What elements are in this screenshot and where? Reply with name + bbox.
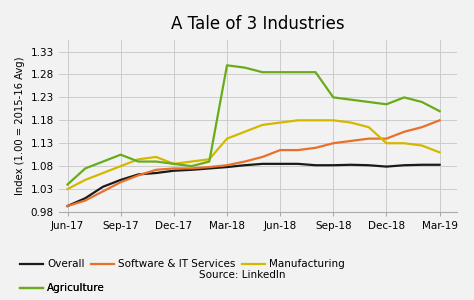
Software & IT Services (348, 139, 354, 143)
Manufacturing (189, 160, 194, 164)
Agriculture (260, 70, 265, 74)
Y-axis label: Index (1.00 = 2015-16 Avg): Index (1.00 = 2015-16 Avg) (15, 57, 25, 195)
Overall (64, 204, 70, 208)
Manufacturing (313, 118, 319, 122)
Software & IT Services (313, 146, 319, 150)
Software & IT Services (437, 118, 442, 122)
Text: Source: LinkedIn: Source: LinkedIn (199, 269, 285, 280)
Manufacturing (366, 125, 372, 129)
Agriculture (295, 70, 301, 74)
Overall (118, 178, 124, 182)
Overall (419, 163, 425, 166)
Manufacturing (207, 158, 212, 161)
Agriculture (100, 160, 106, 164)
Overall (383, 165, 389, 168)
Overall (242, 164, 247, 167)
Manufacturing (82, 178, 88, 182)
Software & IT Services (189, 167, 194, 170)
Software & IT Services (171, 167, 177, 170)
Software & IT Services (207, 165, 212, 169)
Manufacturing (348, 121, 354, 124)
Overall (189, 168, 194, 172)
Manufacturing (401, 141, 407, 145)
Software & IT Services (153, 168, 159, 172)
Manufacturing (295, 118, 301, 122)
Overall (82, 196, 88, 200)
Manufacturing (118, 164, 124, 168)
Overall (136, 172, 141, 176)
Software & IT Services (224, 164, 230, 167)
Line: Manufacturing: Manufacturing (67, 120, 439, 189)
Software & IT Services (419, 125, 425, 129)
Overall (153, 171, 159, 175)
Agriculture (330, 96, 336, 99)
Agriculture (224, 64, 230, 67)
Agriculture (401, 96, 407, 99)
Agriculture (313, 70, 319, 74)
Manufacturing (64, 187, 70, 191)
Overall (401, 164, 407, 167)
Agriculture (419, 100, 425, 104)
Agriculture (171, 162, 177, 166)
Manufacturing (437, 151, 442, 154)
Overall (100, 185, 106, 189)
Agriculture (136, 160, 141, 164)
Software & IT Services (118, 180, 124, 184)
Line: Software & IT Services: Software & IT Services (67, 120, 439, 206)
Manufacturing (171, 162, 177, 166)
Legend: Agriculture: Agriculture (16, 279, 109, 297)
Software & IT Services (401, 130, 407, 134)
Manufacturing (260, 123, 265, 127)
Overall (207, 167, 212, 170)
Overall (330, 164, 336, 167)
Agriculture (383, 103, 389, 106)
Line: Agriculture: Agriculture (67, 65, 439, 184)
Software & IT Services (383, 137, 389, 140)
Software & IT Services (330, 141, 336, 145)
Software & IT Services (100, 190, 106, 193)
Agriculture (64, 183, 70, 186)
Overall (295, 162, 301, 166)
Agriculture (207, 160, 212, 164)
Software & IT Services (242, 160, 247, 164)
Software & IT Services (295, 148, 301, 152)
Overall (313, 164, 319, 167)
Agriculture (437, 109, 442, 113)
Software & IT Services (366, 137, 372, 140)
Software & IT Services (277, 148, 283, 152)
Overall (171, 169, 177, 172)
Software & IT Services (64, 204, 70, 208)
Overall (224, 165, 230, 169)
Overall (366, 164, 372, 167)
Manufacturing (100, 171, 106, 175)
Overall (348, 163, 354, 166)
Software & IT Services (260, 155, 265, 159)
Overall (260, 162, 265, 166)
Software & IT Services (82, 199, 88, 202)
Manufacturing (242, 130, 247, 134)
Manufacturing (277, 121, 283, 124)
Manufacturing (383, 141, 389, 145)
Manufacturing (153, 155, 159, 159)
Manufacturing (330, 118, 336, 122)
Manufacturing (419, 144, 425, 147)
Line: Overall: Overall (67, 164, 439, 206)
Overall (437, 163, 442, 166)
Agriculture (189, 164, 194, 168)
Title: A Tale of 3 Industries: A Tale of 3 Industries (171, 15, 345, 33)
Overall (277, 162, 283, 166)
Agriculture (277, 70, 283, 74)
Agriculture (348, 98, 354, 101)
Manufacturing (224, 137, 230, 140)
Manufacturing (136, 158, 141, 161)
Agriculture (118, 153, 124, 157)
Agriculture (82, 167, 88, 170)
Agriculture (242, 66, 247, 69)
Software & IT Services (136, 173, 141, 177)
Agriculture (366, 100, 372, 104)
Agriculture (153, 160, 159, 164)
